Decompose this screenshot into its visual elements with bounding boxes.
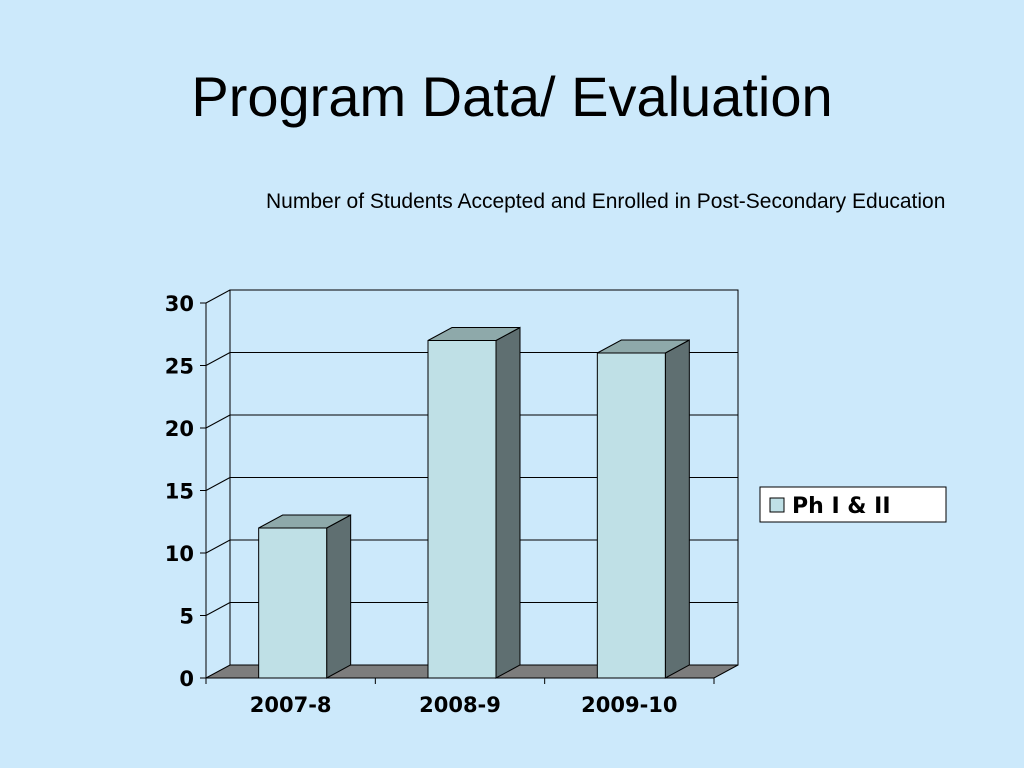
- y-tick-label: 25: [165, 355, 194, 379]
- y-tick-label: 0: [179, 667, 194, 691]
- y-tick-label: 20: [165, 417, 194, 441]
- legend-label: Ph I & II: [792, 494, 891, 519]
- bar: [427, 340, 497, 679]
- x-tick-label: 2007-8: [250, 693, 332, 717]
- x-tick-label: 2008-9: [419, 693, 501, 717]
- y-tick-label: 10: [165, 542, 194, 566]
- bar-side: [664, 339, 690, 679]
- legend-swatch: [769, 497, 785, 513]
- y-tick-label: 15: [165, 480, 194, 504]
- slide-title: Program Data/ Evaluation: [191, 65, 833, 128]
- bar: [596, 352, 666, 679]
- gridline-side: [205, 477, 231, 491]
- chart-subtitle: Number of Students Accepted and Enrolled…: [266, 190, 946, 213]
- x-tick-label: 2009-10: [581, 693, 677, 717]
- bar-side: [326, 514, 352, 679]
- y-tick-label: 30: [165, 292, 194, 316]
- gridline-side: [205, 414, 231, 429]
- gridline-side: [205, 289, 231, 304]
- gridline-side: [205, 352, 231, 366]
- gridline-side: [205, 602, 231, 616]
- y-tick-label: 5: [179, 605, 194, 629]
- bar-side: [495, 326, 521, 679]
- legend-box: [759, 486, 947, 523]
- gridline-side: [205, 539, 231, 554]
- bar: [258, 527, 328, 679]
